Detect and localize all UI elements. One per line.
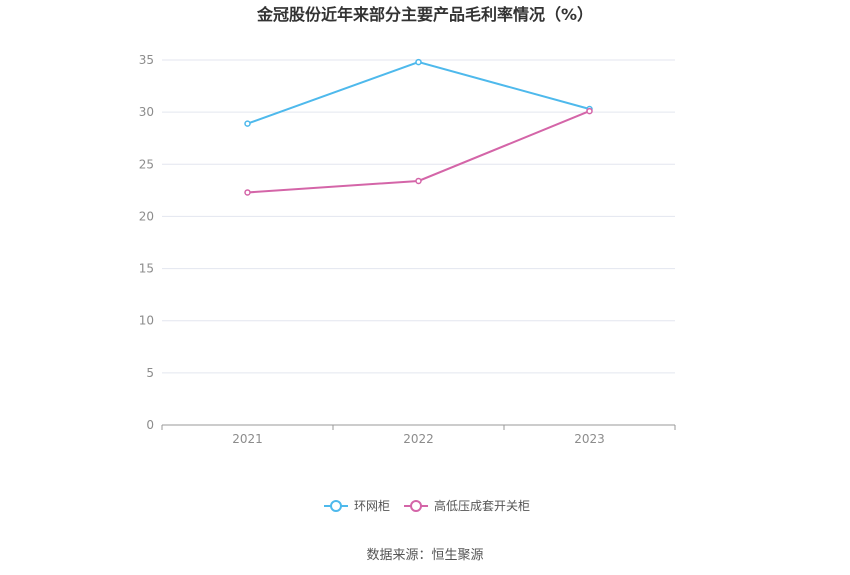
x-axis-ticks: 2021 2022 2023 bbox=[161, 425, 676, 446]
y-axis-tick-labels: 0 5 10 15 20 25 30 35 bbox=[139, 53, 154, 432]
y-tick-label: 10 bbox=[139, 314, 154, 328]
legend-item-2[interactable]: 高低压成套开关柜 bbox=[404, 498, 530, 513]
x-tick-label: 2022 bbox=[403, 432, 434, 446]
y-tick-label: 30 bbox=[139, 105, 154, 119]
y-tick-label: 20 bbox=[139, 209, 154, 223]
chart-title: 金冠股份近年来部分主要产品毛利率情况（%） bbox=[256, 5, 593, 24]
x-tick-label: 2021 bbox=[232, 432, 263, 446]
legend-circle-marker bbox=[330, 500, 342, 512]
legend-circle-marker bbox=[410, 500, 423, 512]
data-point[interactable] bbox=[415, 177, 422, 185]
x-tick-label: 2023 bbox=[574, 432, 605, 446]
series-2 bbox=[244, 107, 593, 196]
legend-item-1[interactable]: 环网柜 bbox=[324, 499, 390, 513]
data-point[interactable] bbox=[415, 58, 422, 66]
y-tick-label: 35 bbox=[139, 53, 154, 67]
y-tick-label: 0 bbox=[146, 418, 154, 432]
grid-lines bbox=[162, 59, 675, 374]
legend: 环网柜 高低压成套开关柜 bbox=[324, 498, 530, 513]
series-layer bbox=[244, 58, 593, 196]
y-tick-label: 25 bbox=[139, 157, 154, 171]
y-tick-label: 15 bbox=[139, 262, 154, 276]
data-source: 数据来源：恒生聚源 bbox=[366, 548, 483, 563]
series-line bbox=[247, 61, 590, 125]
data-point[interactable] bbox=[244, 189, 251, 196]
data-point[interactable] bbox=[586, 107, 593, 115]
legend-label: 环网柜 bbox=[354, 499, 390, 513]
series-1 bbox=[244, 58, 593, 127]
data-point[interactable] bbox=[244, 120, 251, 127]
y-tick-label: 5 bbox=[146, 366, 154, 380]
legend-label: 高低压成套开关柜 bbox=[434, 498, 530, 513]
